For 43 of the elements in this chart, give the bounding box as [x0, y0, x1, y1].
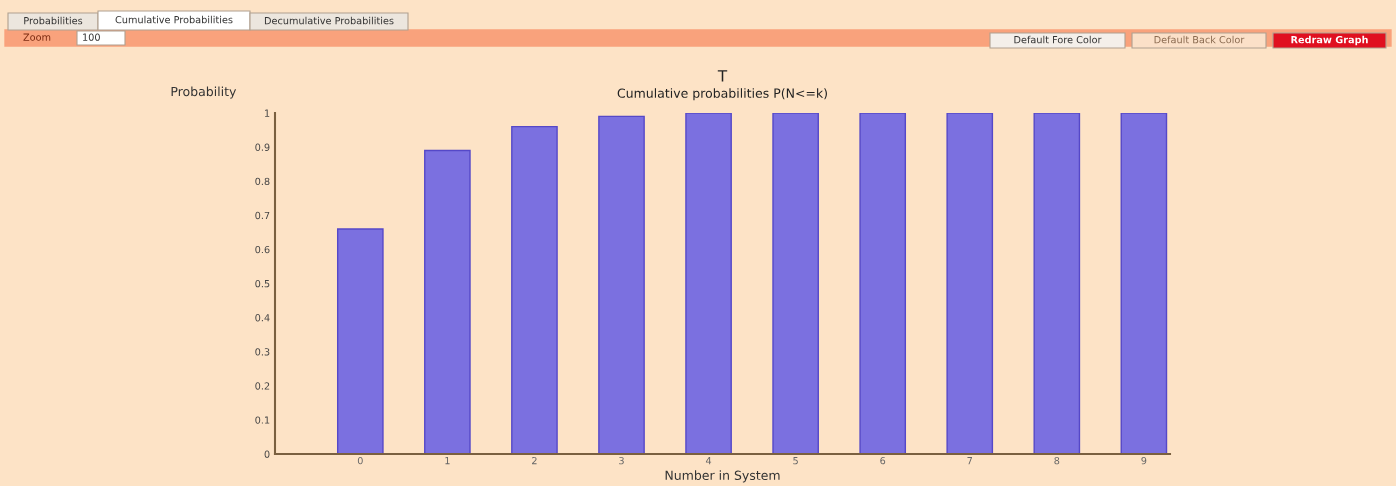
text: Redraw Graph: [1291, 35, 1368, 46]
x-tick-label: 5: [793, 457, 798, 465]
x-tick-label: 9: [1141, 456, 1147, 465]
bar: [511, 125, 558, 454]
bar: [1120, 113, 1168, 454]
x-tick-label: 0: [357, 456, 363, 465]
x-tick-label: 3: [619, 456, 624, 465]
text: Cumulative Probabilities: [115, 15, 233, 24]
text: Probabilities: [24, 16, 83, 25]
y-tick-label: 0: [264, 450, 270, 458]
y-tick-label: 1: [265, 109, 270, 117]
x-tick-label: 4: [705, 457, 712, 465]
x-tick-label: 7: [967, 457, 973, 465]
y-tick-label: 0.8: [255, 177, 270, 186]
y-tick-label: 0.6: [255, 245, 270, 254]
text: Decumulative Probabilities: [264, 16, 394, 25]
x-tick-label: 1: [445, 457, 450, 465]
x-tick-label: 6: [880, 456, 886, 465]
text: Default Fore Color: [1014, 35, 1102, 44]
bar: [336, 228, 384, 454]
text: Default Back Color: [1154, 35, 1245, 44]
y-tick-label: 0.3: [255, 348, 270, 356]
bar: [424, 149, 471, 454]
y-tick-label: 0.9: [255, 143, 270, 151]
chart-subtitle: Cumulative probabilities P(N<=k): [617, 88, 827, 101]
x-axis-title: Number in System: [665, 470, 780, 483]
y-tick-label: 0.2: [255, 382, 270, 390]
y-axis-title: Probability: [171, 86, 237, 99]
bar: [685, 113, 732, 454]
y-tick-label: 0.4: [255, 314, 270, 322]
bar: [946, 113, 994, 454]
bar: [859, 113, 907, 454]
chart-title: T: [717, 70, 728, 82]
bar: [598, 115, 645, 454]
text: Zoom: [23, 33, 51, 41]
x-tick-label: 8: [1054, 456, 1060, 465]
y-tick-label: 0.1: [255, 416, 270, 424]
x-tick-label: 2: [532, 456, 537, 465]
y-tick-label: 0.5: [255, 279, 270, 288]
text: 100: [83, 33, 100, 41]
bar: [772, 113, 819, 454]
bar: [1033, 113, 1081, 454]
y-tick-label: 0.7: [255, 211, 270, 220]
